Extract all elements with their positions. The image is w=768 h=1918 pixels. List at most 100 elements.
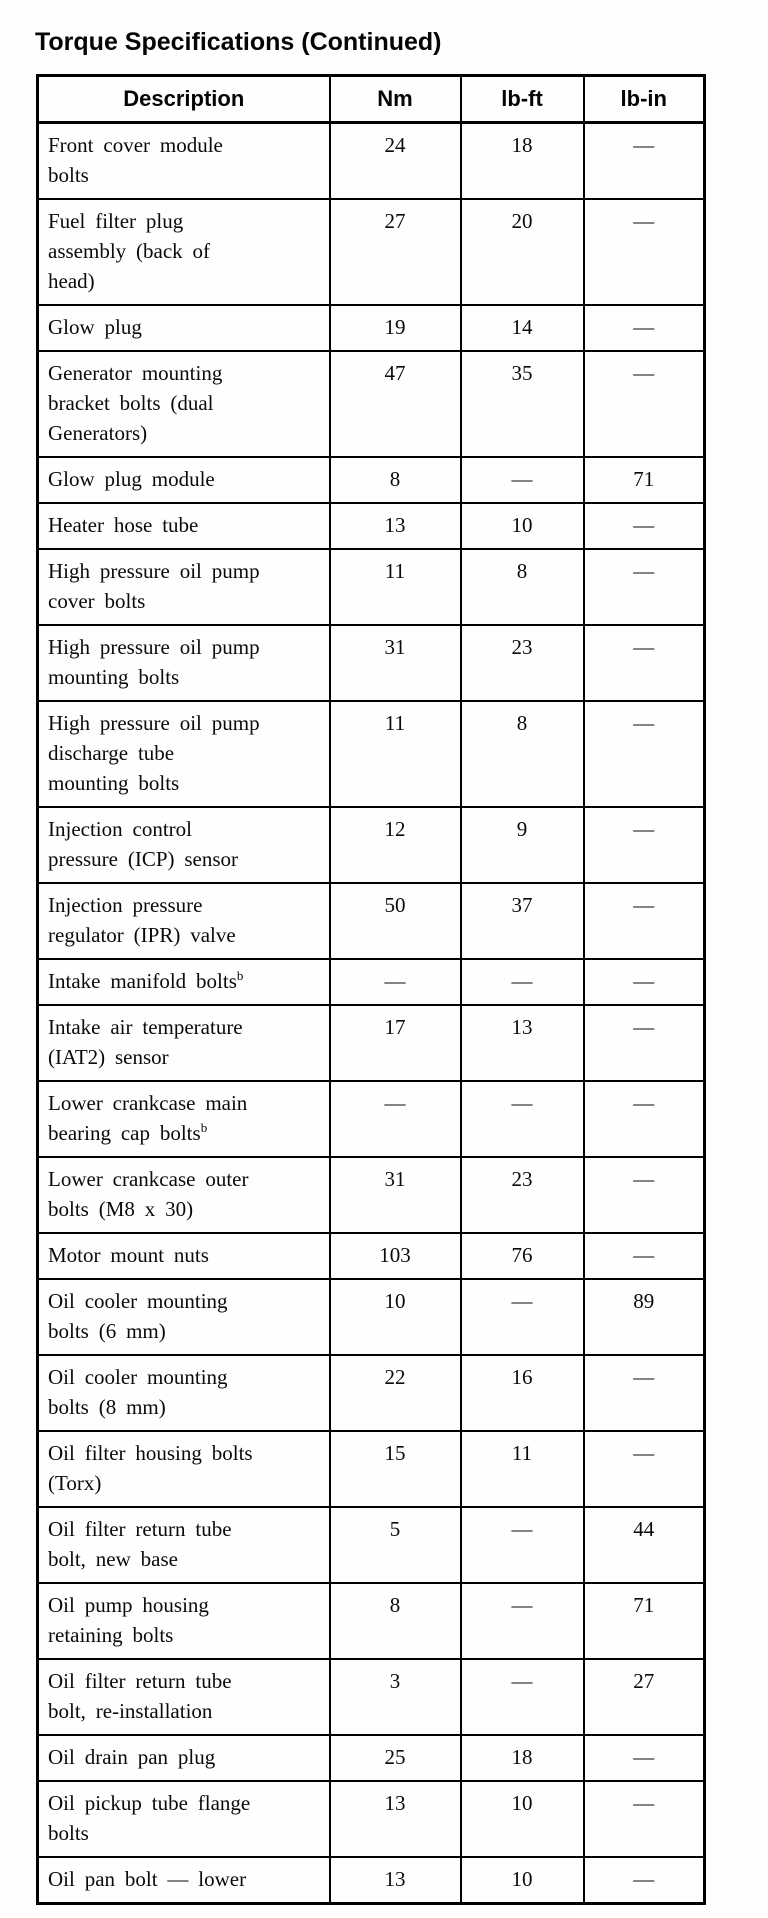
table-row: Injection pressure regulator (IPR) valve…: [36, 882, 706, 960]
lb-ft-cell: —: [459, 1506, 585, 1584]
lb-ft-cell: 10: [459, 1856, 585, 1905]
lb-in-cell: 44: [582, 1506, 706, 1584]
table-row: Heater hose tube 13 10—: [36, 502, 706, 550]
nm-cell: 13: [328, 1856, 462, 1905]
lb-ft-cell: 23: [459, 624, 585, 702]
lb-ft-cell: —: [459, 1080, 585, 1158]
lb-in-cell: —: [582, 1080, 706, 1158]
lb-in-cell: —: [582, 121, 706, 200]
nm-cell: 27: [328, 198, 462, 306]
description-cell: Injection pressure regulator (IPR) valve: [36, 882, 331, 960]
lb-ft-cell: 9: [459, 806, 585, 884]
nm-cell: 12: [328, 806, 462, 884]
nm-cell: 8: [328, 456, 462, 504]
description-cell: Heater hose tube: [36, 502, 331, 550]
lb-in-cell: —: [582, 1354, 706, 1432]
torque-spec-table: Description Nm lb-ft lb-in Front cover m…: [36, 74, 706, 1905]
description-cell: Oil filter housing bolts (Torx): [36, 1430, 331, 1508]
description-cell: Generator mounting bracket bolts (dual G…: [36, 350, 331, 458]
lb-ft-cell: —: [459, 1278, 585, 1356]
table-row: Oil filter return tube bolt, new base 5—4…: [36, 1506, 706, 1584]
nm-cell: 25: [328, 1734, 462, 1782]
lb-ft-cell: 18: [459, 1734, 585, 1782]
description-cell: Glow plug: [36, 304, 331, 352]
description-cell: Motor mount nuts: [36, 1232, 331, 1280]
table-row: Intake manifold boltsb — — —: [36, 958, 706, 1006]
description-cell: Oil pickup tube flange bolts: [36, 1780, 331, 1858]
lb-ft-cell: 35: [459, 350, 585, 458]
table-row: High pressure oil pump cover bolts 11 8—: [36, 548, 706, 626]
lb-ft-cell: —: [459, 1582, 585, 1660]
description-cell: Fuel filter plug assembly (back of head): [36, 198, 331, 306]
description-cell: Oil filter return tube bolt, re-installa…: [36, 1658, 331, 1736]
table-row: Intake air temperature (IAT2) sensor 17 13…: [36, 1004, 706, 1082]
lb-ft-cell: 14: [459, 304, 585, 352]
nm-cell: 8: [328, 1582, 462, 1660]
lb-in-cell: —: [582, 1156, 706, 1234]
lb-in-cell: 71: [582, 1582, 706, 1660]
description-cell: Oil cooler mounting bolts (8 mm): [36, 1354, 331, 1432]
nm-cell: 10: [328, 1278, 462, 1356]
table-row: High pressure oil pump discharge tube mo…: [36, 700, 706, 808]
table-row: Fuel filter plug assembly (back of head)…: [36, 198, 706, 306]
description-cell: High pressure oil pump mounting bolts: [36, 624, 331, 702]
lb-in-cell: —: [582, 198, 706, 306]
nm-cell: 47: [328, 350, 462, 458]
lb-in-cell: 89: [582, 1278, 706, 1356]
lb-ft-cell: 20: [459, 198, 585, 306]
table-row: Motor mount nuts 103 76—: [36, 1232, 706, 1280]
footnote-marker: b: [200, 1120, 208, 1135]
lb-ft-cell: 76: [459, 1232, 585, 1280]
nm-cell: 13: [328, 1780, 462, 1858]
lb-ft-cell: —: [459, 1658, 585, 1736]
column-header-nm: Nm: [328, 74, 462, 124]
table-header-row: Description Nm lb-ft lb-in: [36, 74, 706, 124]
column-header-lb-ft: lb-ft: [459, 74, 585, 124]
nm-cell: 13: [328, 502, 462, 550]
lb-ft-cell: 10: [459, 1780, 585, 1858]
description-cell: Lower crankcase main bearing cap boltsb: [36, 1080, 331, 1158]
lb-ft-cell: —: [459, 456, 585, 504]
lb-in-cell: —: [582, 350, 706, 458]
table-body: Front cover module bolts 24 18— Fuel filter…: [36, 121, 706, 1905]
lb-ft-cell: 18: [459, 121, 585, 200]
column-header-lb-in: lb-in: [582, 74, 706, 124]
description-cell: Oil drain pan plug: [36, 1734, 331, 1782]
description-cell: Lower crankcase outer bolts (M8 x 30): [36, 1156, 331, 1234]
nm-cell: 15: [328, 1430, 462, 1508]
nm-cell: 50: [328, 882, 462, 960]
nm-cell: —: [328, 958, 462, 1006]
nm-cell: —: [328, 1080, 462, 1158]
description-cell: Glow plug module: [36, 456, 331, 504]
description-cell: Intake air temperature (IAT2) sensor: [36, 1004, 331, 1082]
nm-cell: 22: [328, 1354, 462, 1432]
table-row: Oil pump housing retaining bolts 8—71: [36, 1582, 706, 1660]
lb-in-cell: —: [582, 806, 706, 884]
table-row: Glow plug 19 14—: [36, 304, 706, 352]
lb-ft-cell: 16: [459, 1354, 585, 1432]
nm-cell: 19: [328, 304, 462, 352]
nm-cell: 31: [328, 624, 462, 702]
table-row: Oil filter housing bolts (Torx) 15 11—: [36, 1430, 706, 1508]
lb-ft-cell: 8: [459, 548, 585, 626]
table-row: Lower crankcase main bearing cap boltsb —…: [36, 1080, 706, 1158]
description-cell: High pressure oil pump cover bolts: [36, 548, 331, 626]
table-row: Oil drain pan plug 25 18—: [36, 1734, 706, 1782]
description-cell: Intake manifold boltsb: [36, 958, 331, 1006]
nm-cell: 24: [328, 121, 462, 200]
table-row: Lower crankcase outer bolts (M8 x 30) 31 2…: [36, 1156, 706, 1234]
lb-ft-cell: 23: [459, 1156, 585, 1234]
lb-in-cell: —: [582, 1780, 706, 1858]
lb-in-cell: —: [582, 700, 706, 808]
table-row: Oil cooler mounting bolts (6 mm) 10—89: [36, 1278, 706, 1356]
lb-in-cell: —: [582, 958, 706, 1006]
table-row: Oil pickup tube flange bolts 13 10—: [36, 1780, 706, 1858]
lb-in-cell: —: [582, 502, 706, 550]
nm-cell: 31: [328, 1156, 462, 1234]
lb-in-cell: —: [582, 1004, 706, 1082]
lb-ft-cell: —: [459, 958, 585, 1006]
description-cell: High pressure oil pump discharge tube mo…: [36, 700, 331, 808]
lb-ft-cell: 13: [459, 1004, 585, 1082]
nm-cell: 17: [328, 1004, 462, 1082]
